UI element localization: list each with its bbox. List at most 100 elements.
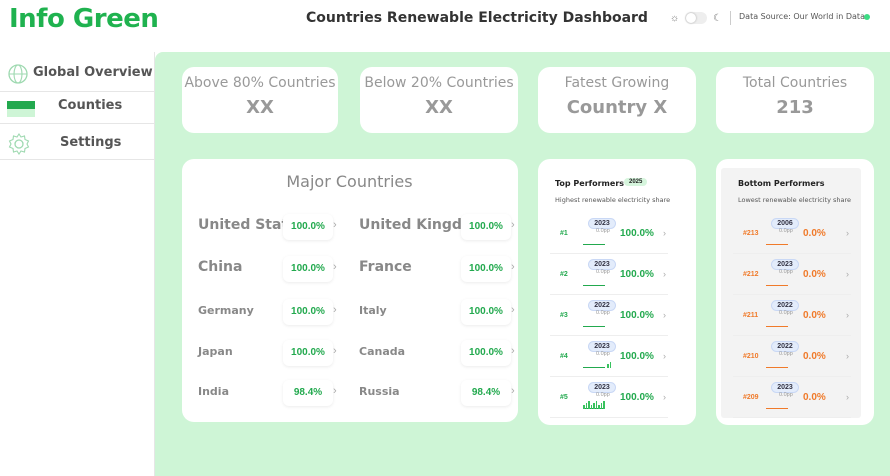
- stat-card-above-80: Above 80% Countries XX: [182, 67, 338, 133]
- performer-row[interactable]: #212 2023 0.0pp 0.0% ›: [733, 257, 851, 295]
- performer-percentage: 0.0%: [803, 228, 826, 239]
- sparkline-bar: [590, 405, 592, 409]
- performer-row[interactable]: #5 2023 0.0pp 100.0% ›: [550, 380, 668, 418]
- country-name: Germany: [198, 304, 254, 317]
- performer-row[interactable]: #1 2023 0.0pp 100.0% ›: [550, 216, 668, 254]
- chevron-right-icon: ›: [511, 219, 515, 231]
- country-name: Canada: [359, 345, 406, 358]
- country-percentage: 98.4%: [461, 380, 511, 406]
- performer-row[interactable]: #210 2022 0.0pp 0.0% ›: [733, 339, 851, 377]
- performer-row[interactable]: #4 2023 0.0pp 100.0% ›: [550, 339, 668, 377]
- performer-row[interactable]: #3 2022 0.0pp 100.0% ›: [550, 298, 668, 336]
- performer-rank: #4: [560, 353, 568, 360]
- country-percentage: 100.0%: [461, 340, 511, 366]
- theme-toggle[interactable]: [685, 12, 708, 24]
- sparkline: [766, 326, 788, 327]
- performer-row[interactable]: #209 2023 0.0pp 0.0% ›: [733, 380, 851, 418]
- sparkline: [583, 326, 605, 327]
- sparkline: [766, 285, 788, 286]
- header: Info Green Countries Renewable Electrici…: [0, 0, 890, 52]
- status-dot: [864, 14, 870, 20]
- card-subtitle: Lowest renewable electricity share: [738, 196, 852, 204]
- sparkline: [583, 367, 605, 368]
- country-percentage: 100.0%: [283, 256, 333, 282]
- country-percentage: 100.0%: [461, 256, 511, 282]
- performer-rank: #212: [743, 271, 759, 278]
- year-badge: 2023: [588, 218, 616, 229]
- year-badge: 2006: [771, 218, 799, 229]
- sparkline-bars: [583, 401, 605, 409]
- country-name: Russia: [359, 385, 400, 398]
- year-badge: 2023: [588, 382, 616, 393]
- sparkline: [583, 285, 605, 286]
- performer-row[interactable]: #211 2022 0.0pp 0.0% ›: [733, 298, 851, 336]
- performer-percentage: 100.0%: [620, 392, 654, 403]
- sidebar: Global Overview Counties Settings: [0, 52, 155, 476]
- country-percentage: 100.0%: [283, 299, 333, 325]
- page-title: Countries Renewable Electricity Dashboar…: [306, 10, 648, 26]
- card-subtitle: Highest renewable electricity share: [555, 196, 671, 204]
- performer-rank: #3: [560, 312, 568, 319]
- stat-value: XX: [425, 97, 453, 118]
- stat-value: 213: [776, 97, 814, 118]
- performer-rank: #211: [743, 312, 759, 319]
- change-label: 0.0pp: [779, 228, 793, 234]
- card-title: Bottom Performers: [738, 179, 825, 188]
- performer-rank: #213: [743, 230, 759, 237]
- sidebar-item-label: Settings: [60, 135, 122, 150]
- sidebar-item-settings[interactable]: Settings: [0, 124, 155, 160]
- theme-toggle-group[interactable]: ☼ ☾: [670, 12, 722, 24]
- sidebar-item-global-overview[interactable]: Global Overview: [0, 56, 155, 92]
- performer-percentage: 0.0%: [803, 269, 826, 280]
- performer-percentage: 100.0%: [620, 310, 654, 321]
- moon-icon: ☾: [713, 12, 723, 24]
- sparkline: [766, 367, 788, 368]
- sparkline-bar: [609, 362, 611, 368]
- sparkline-bar: [607, 364, 609, 368]
- stat-card-total-countries: Total Countries 213: [716, 67, 874, 133]
- year-badge: 2022: [771, 300, 799, 311]
- performer-percentage: 0.0%: [803, 310, 826, 321]
- sparkline: [766, 244, 788, 245]
- sun-icon: ☼: [670, 12, 680, 24]
- chevron-right-icon: ›: [663, 269, 666, 279]
- sparkline-bars: [607, 360, 611, 368]
- year-badge: 2022: [771, 341, 799, 352]
- change-label: 0.0pp: [596, 269, 610, 275]
- country-percentage: 98.4%: [283, 380, 333, 406]
- sparkline-bar: [598, 405, 600, 409]
- chevron-right-icon: ›: [846, 351, 849, 361]
- performer-rank: #210: [743, 353, 759, 360]
- performer-rank: #209: [743, 394, 759, 401]
- performer-percentage: 0.0%: [803, 351, 826, 362]
- data-source: Data Source: Our World in Data: [739, 12, 865, 21]
- country-name: India: [198, 385, 229, 398]
- chevron-right-icon: ›: [333, 219, 337, 231]
- performer-row[interactable]: #2 2023 0.0pp 100.0% ›: [550, 257, 668, 295]
- year-badge: 2023: [588, 341, 616, 352]
- change-label: 0.0pp: [596, 310, 610, 316]
- sidebar-item-counties[interactable]: Counties: [0, 88, 155, 124]
- top-performers-card: Top Performers 2025 Highest renewable el…: [538, 159, 696, 425]
- sparkline: [583, 244, 605, 245]
- performer-row[interactable]: #213 2006 0.0pp 0.0% ›: [733, 216, 851, 254]
- sparkline-bar: [603, 401, 605, 409]
- chevron-right-icon: ›: [333, 261, 337, 273]
- chevron-right-icon: ›: [663, 351, 666, 361]
- year-badge: 2023: [771, 382, 799, 393]
- performer-rank: #5: [560, 394, 568, 401]
- performer-rank: #1: [560, 230, 568, 237]
- country-percentage: 100.0%: [461, 299, 511, 325]
- chevron-right-icon: ›: [511, 385, 515, 397]
- stat-title: Below 20% Countries: [364, 75, 514, 91]
- chevron-right-icon: ›: [846, 392, 849, 402]
- brand-logo: Info Green: [9, 4, 159, 34]
- chevron-right-icon: ›: [333, 304, 337, 316]
- gear-icon: [8, 133, 30, 155]
- globe-icon: [8, 64, 28, 84]
- chevron-right-icon: ›: [663, 310, 666, 320]
- change-label: 0.0pp: [596, 392, 610, 398]
- chevron-right-icon: ›: [846, 310, 849, 320]
- sparkline-bar: [588, 401, 590, 409]
- bottom-performers-card: Bottom Performers Lowest renewable elect…: [716, 159, 874, 425]
